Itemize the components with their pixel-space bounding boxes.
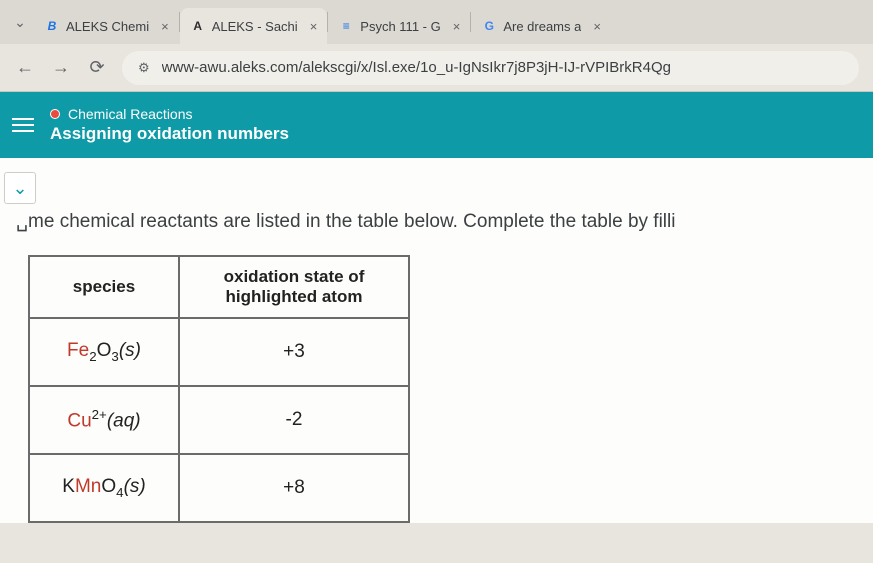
tab-title: Psych 111 - G [360,19,440,34]
prompt-text: ␣me chemical reactants are listed in the… [0,206,873,255]
url-field[interactable]: ⚙ www-awu.aleks.com/alekscgi/x/Isl.exe/1… [122,51,859,85]
status-dot-icon [50,109,60,119]
category-label: Chemical Reactions [68,106,193,122]
topic-title: Assigning oxidation numbers [50,124,289,144]
browser-tab[interactable]: ≡ Psych 111 - G × [328,8,470,44]
table-row: KMnO4(s)+8 [29,454,409,522]
tab-favicon-icon: A [190,18,206,34]
table-row: Fe2O3(s)+3 [29,318,409,386]
site-settings-icon[interactable]: ⚙ [138,60,150,76]
oxidation-value-cell[interactable]: -2 [179,386,409,454]
tab-close-icon[interactable]: × [310,19,318,34]
tab-favicon-icon: ≡ [338,18,354,34]
aleks-header: Chemical Reactions Assigning oxidation n… [0,92,873,158]
tab-close-icon[interactable]: × [593,19,601,34]
browser-tab[interactable]: G Are dreams a × [471,8,611,44]
collapse-button[interactable]: ⌄ [4,172,36,204]
species-cell: KMnO4(s) [29,454,179,522]
browser-tab[interactable]: B ALEKS Chemi × [34,8,179,44]
oxidation-table: species oxidation state of highlighted a… [28,255,410,523]
menu-button[interactable] [12,118,34,132]
tab-close-icon[interactable]: × [161,19,169,34]
content-area: ⌄ ␣me chemical reactants are listed in t… [0,158,873,523]
col-header-species: species [29,256,179,318]
tab-strip: ⌄ B ALEKS Chemi × A ALEKS - Sachi × ≡ Psych 111… [0,0,873,44]
tabs-dropdown[interactable]: ⌄ [8,14,32,31]
tab-favicon-icon: B [44,18,60,34]
tab-close-icon[interactable]: × [453,19,461,34]
url-text: www-awu.aleks.com/alekscgi/x/Isl.exe/1o_… [162,59,671,76]
reload-button[interactable]: ⟳ [86,57,108,78]
tab-title: ALEKS - Sachi [212,19,298,34]
forward-button[interactable]: → [50,57,72,78]
tab-favicon-icon: G [481,18,497,34]
address-bar: ← → ⟳ ⚙ www-awu.aleks.com/alekscgi/x/Isl… [0,44,873,92]
back-button[interactable]: ← [14,57,36,78]
species-cell: Cu2+(aq) [29,386,179,454]
oxidation-value-cell[interactable]: +8 [179,454,409,522]
species-cell: Fe2O3(s) [29,318,179,386]
oxidation-value-cell[interactable]: +3 [179,318,409,386]
col-header-oxstate: oxidation state of highlighted atom [179,256,409,318]
tab-title: ALEKS Chemi [66,19,149,34]
browser-tab[interactable]: A ALEKS - Sachi × [180,8,328,44]
tab-title: Are dreams a [503,19,581,34]
table-row: Cu2+(aq)-2 [29,386,409,454]
